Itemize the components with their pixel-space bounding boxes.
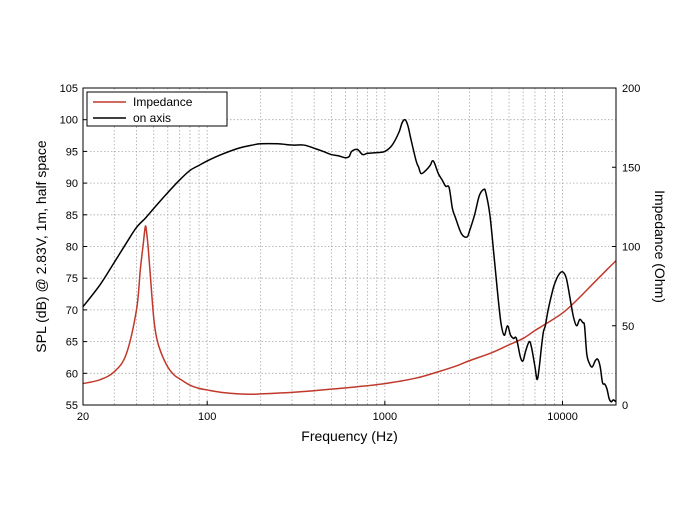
x-axis-title: Frequency (Hz): [301, 428, 397, 444]
x-tick-label: 1000: [373, 411, 397, 423]
y2-tick-label: 200: [622, 83, 640, 95]
curves: [83, 118, 616, 403]
legend-label-impedance: Impedance: [133, 95, 193, 109]
legend: Impedance on axis: [86, 91, 228, 127]
y-tick-label: 65: [66, 337, 78, 349]
y-tick-label: 55: [66, 400, 78, 412]
y-tick-label: 100: [60, 115, 78, 127]
y2-tick-label: 50: [622, 321, 634, 333]
y2-axis-title: Impedance (Ohm): [652, 190, 668, 303]
legend-label-on-axis: on axis: [133, 111, 171, 125]
x-tick-label: 100: [198, 411, 216, 423]
y-tick-label: 75: [66, 273, 78, 285]
y-tick-label: 70: [66, 305, 78, 317]
on-axis-spl-curve: [83, 118, 616, 403]
y-axis-title: SPL (dB) @ 2.83V, 1m, half space: [33, 140, 49, 353]
y-tick-label: 85: [66, 210, 78, 222]
legend-box: [86, 91, 228, 127]
y-tick-label: 105: [60, 83, 78, 95]
x-tick-label: 10000: [547, 411, 578, 423]
y-tick-label: 60: [66, 368, 78, 380]
y2-tick-label: 100: [622, 242, 640, 254]
y-tick-label: 80: [66, 242, 78, 254]
y-tick-label: 95: [66, 146, 78, 158]
y2-tick-label: 150: [622, 162, 640, 174]
y2-tick-label: 0: [622, 400, 628, 412]
impedance-curve: [83, 225, 616, 395]
axis-ticks: 20 100 1000 10000 55 60 65 70 75 80 85 90 95 100 105 0 5…: [60, 83, 641, 423]
x-tick-label: 20: [77, 411, 89, 423]
y-tick-label: 90: [66, 178, 78, 190]
